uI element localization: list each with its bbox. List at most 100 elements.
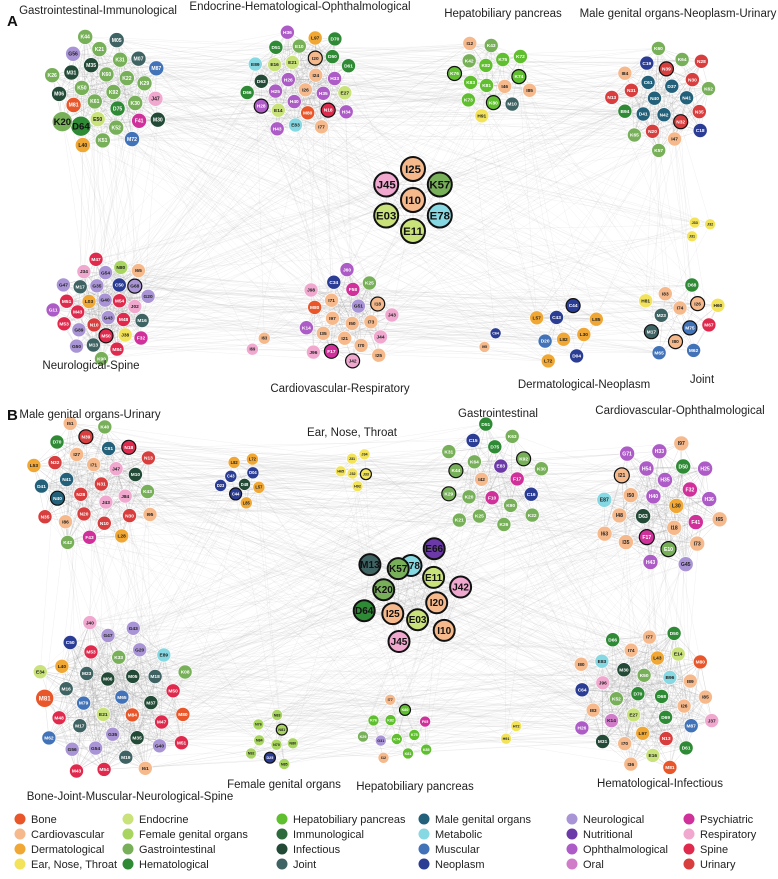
node-k92: K92 (106, 85, 121, 100)
node-h92: H92 (352, 481, 363, 492)
legend-swatch (567, 859, 578, 870)
node-k31: K31 (113, 52, 128, 67)
node-label: J32 (349, 472, 355, 476)
node-k81: K81 (403, 748, 414, 759)
node-label: I97 (329, 316, 336, 322)
node-label: N41 (62, 477, 71, 483)
node-m50: M50 (166, 684, 180, 698)
node-i20: I20 (308, 51, 322, 65)
node-g35: G35 (90, 279, 104, 293)
node-e27: E27 (338, 86, 352, 100)
legend-item-urinary: Urinary (684, 859, 736, 872)
node-label: C19 (642, 61, 651, 67)
legend-swatch (684, 829, 695, 840)
node-i10: I10 (401, 188, 425, 212)
node-i18: I18 (371, 297, 385, 311)
node-label: M13 (89, 343, 99, 349)
network-edge (142, 110, 278, 320)
legend-label: Ophthalmological (583, 844, 668, 856)
node-label: E83 (291, 123, 300, 129)
node-label: C43 (552, 315, 561, 321)
node-e50: E50 (90, 112, 105, 127)
node-j42: J42 (346, 354, 360, 368)
node-label: M81 (665, 765, 675, 771)
node-n13: N13 (141, 451, 155, 465)
node-i12: I12 (463, 36, 477, 50)
node-label: D50 (679, 464, 689, 470)
node-label: F32 (686, 487, 695, 493)
node-m87: M87 (684, 719, 698, 733)
node-i36: I36 (624, 757, 638, 771)
node-n40: N40 (51, 491, 65, 505)
node-d04: D04 (247, 467, 259, 479)
node-i71: I71 (325, 293, 339, 307)
node-m06: M06 (101, 672, 115, 686)
node-n10: N10 (97, 516, 111, 530)
node-g71: G71 (620, 446, 635, 461)
node-d70: D70 (631, 687, 645, 701)
node-label: D23 (217, 483, 225, 488)
node-label: H43 (646, 560, 656, 566)
node-l97: L97 (636, 726, 650, 740)
node-label: J98 (307, 288, 315, 294)
node-label: K44 (451, 468, 460, 474)
node-c50: C50 (112, 278, 126, 292)
node-label: E87 (600, 498, 609, 504)
node-j96: J96 (596, 676, 610, 690)
node-e87: E87 (597, 492, 612, 507)
node-l03: L03 (82, 295, 96, 309)
node-d75: D75 (110, 101, 125, 116)
node-c43: C43 (225, 470, 237, 482)
node-label: F05 (422, 720, 428, 724)
node-j98: J98 (304, 283, 318, 297)
node-label: I12 (466, 41, 473, 47)
cluster-label-cardiovascular-ophthalmological: Cardiovascular-Ophthalmological (595, 405, 764, 417)
legend-item-oral: Oral (567, 859, 604, 872)
node-label: C64 (492, 332, 500, 336)
node-i70: I70 (354, 338, 368, 352)
panel-letter-b: B (7, 407, 18, 424)
node-label: G35 (92, 283, 101, 289)
node-label: E11 (403, 226, 423, 238)
node-m19: M19 (119, 750, 133, 764)
node-m62: M62 (42, 731, 56, 745)
node-h26: H26 (281, 73, 295, 87)
node-label: H26 (577, 726, 586, 732)
node-d23: D23 (215, 480, 227, 492)
node-label: H25 (700, 466, 710, 472)
network-edge (259, 487, 390, 700)
node-label: K92 (519, 456, 528, 462)
node-k20: K20 (462, 490, 476, 504)
node-e89: E89 (248, 57, 262, 71)
node-g68: G68 (128, 279, 142, 293)
node-f17: F17 (324, 344, 338, 358)
node-label: I61 (142, 766, 149, 772)
node-c61: C61 (641, 75, 655, 89)
node-m06: M06 (52, 86, 67, 101)
network-edge (183, 486, 358, 714)
node-n41: N41 (680, 91, 694, 105)
node-label: M43 (72, 769, 82, 775)
node-e89: E89 (157, 648, 171, 662)
node-l97: L97 (308, 31, 322, 45)
node-label: I12 (381, 756, 386, 760)
node-label: F41 (135, 119, 144, 125)
node-label: C34 (329, 280, 338, 286)
node-h54: H54 (639, 461, 654, 476)
network-edge (85, 37, 692, 285)
node-label: G89 (74, 328, 83, 334)
node-n30: N30 (685, 73, 699, 87)
node-label: N83 (274, 713, 281, 717)
node-k75: K75 (496, 53, 510, 67)
node-j43: J43 (385, 308, 399, 322)
node-label: M23 (82, 671, 92, 677)
node-label: K90 (506, 503, 515, 509)
node-label: K82 (387, 718, 394, 722)
node-k22: K22 (525, 508, 539, 522)
node-c64: C64 (575, 683, 589, 697)
node-label: I70 (358, 343, 365, 349)
node-label: G50 (72, 344, 81, 350)
node-label: E16 (649, 753, 658, 759)
node-e03: E03 (407, 609, 428, 630)
node-label: M80 (303, 110, 313, 116)
